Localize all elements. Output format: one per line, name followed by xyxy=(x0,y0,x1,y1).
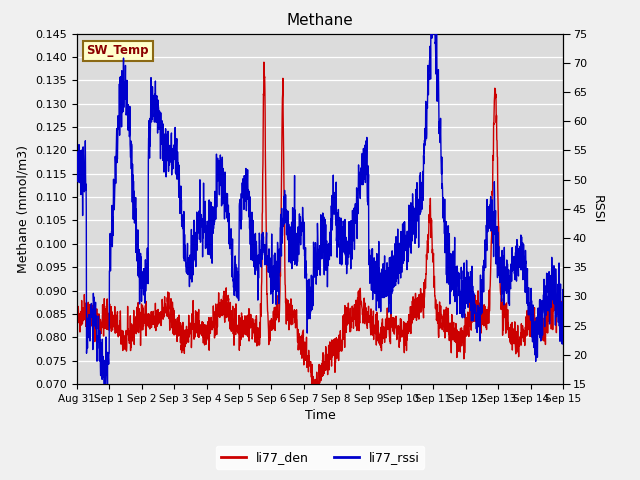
X-axis label: Time: Time xyxy=(305,409,335,422)
Legend: li77_den, li77_rssi: li77_den, li77_rssi xyxy=(216,446,424,469)
Title: Methane: Methane xyxy=(287,13,353,28)
Y-axis label: Methane (mmol/m3): Methane (mmol/m3) xyxy=(17,145,30,273)
Y-axis label: RSSI: RSSI xyxy=(591,194,604,223)
Text: SW_Temp: SW_Temp xyxy=(86,44,149,57)
